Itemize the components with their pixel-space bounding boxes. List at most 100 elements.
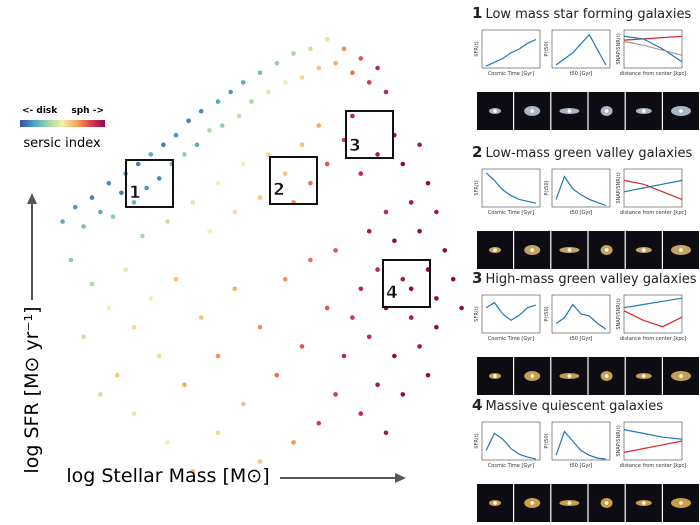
galaxy-point [358, 56, 364, 61]
galaxy-point [194, 142, 200, 148]
galaxy-point [324, 161, 330, 167]
galaxy-point [182, 152, 187, 157]
mini-curve [623, 440, 683, 453]
galaxy-core [604, 374, 609, 378]
galaxy-point [408, 200, 414, 205]
galaxy-point [282, 171, 288, 176]
mini-axes [623, 421, 683, 461]
galaxy-point [408, 286, 414, 292]
galaxy-point [417, 228, 422, 234]
galaxy-point [366, 80, 372, 85]
mini-curve [623, 35, 683, 63]
mini-ylabel: P(t50) [544, 41, 550, 56]
mini-axes [481, 168, 541, 208]
mini-ylabel: SNAP/SNR(t) [616, 425, 622, 456]
galaxy-core [530, 109, 534, 113]
mini-xlabel: t50 [Gyr] [570, 336, 593, 342]
mini-xlabel: t50 [Gyr] [570, 463, 593, 469]
box-label: 2 [273, 180, 285, 200]
galaxy-point [400, 161, 406, 167]
panel-title: 1 Low mass star forming galaxies [472, 4, 691, 22]
panel-title-text: Massive quiescent galaxies [485, 399, 663, 414]
galaxy-point [190, 468, 196, 474]
mini-curve [485, 38, 537, 67]
mini-curve [555, 33, 607, 66]
galaxy-point [299, 142, 305, 148]
galaxy-point [156, 176, 162, 181]
box-label: 4 [386, 283, 398, 303]
galaxy-point [182, 382, 187, 388]
galaxy-core [679, 501, 683, 505]
galaxy-point [123, 267, 128, 272]
galaxy-point [450, 276, 456, 282]
y-axis-label: log SFR [M⊙ yr⁻¹] [21, 306, 43, 473]
galaxy-point [400, 276, 406, 282]
galaxy-point [98, 392, 103, 397]
mini-xlabel: t50 [Gyr] [570, 210, 593, 216]
galaxy-point [324, 305, 330, 311]
colorbar-label: sersic index [23, 136, 101, 151]
galaxy-point [400, 392, 406, 397]
scatter-layer [60, 36, 464, 474]
galaxy-point [266, 89, 271, 95]
galaxy-point [131, 200, 137, 205]
galaxy-point [161, 142, 166, 148]
mini-ylabel: P(t50) [544, 306, 550, 321]
mini-curve [623, 40, 683, 56]
mini-curve [623, 35, 683, 41]
panel-title-text: Low-mass green valley galaxies [485, 146, 692, 161]
galaxy-point [282, 276, 288, 282]
galaxy-point [274, 372, 280, 378]
box-label: 1 [129, 183, 141, 203]
mini-curve [623, 179, 683, 193]
galaxy-point [358, 411, 364, 416]
mini-curve [623, 429, 683, 440]
mini-axes [481, 29, 541, 69]
galaxy-point [383, 89, 389, 95]
galaxy-point [375, 152, 380, 157]
mini-curve [485, 301, 537, 322]
mini-axes [481, 421, 541, 461]
galaxy-point [425, 372, 431, 378]
galaxy-point [173, 132, 179, 138]
galaxy-core [567, 374, 572, 378]
mini-xlabel: distance from center [kpc] [620, 336, 686, 342]
selection-box [345, 110, 394, 159]
galaxy-point [257, 459, 263, 464]
mini-xlabel: Cosmic Time [Gyr] [488, 463, 534, 469]
selection-box [269, 156, 318, 205]
galaxy-point [198, 315, 204, 320]
galaxy-point [106, 305, 112, 311]
galaxy-point [219, 123, 225, 128]
galaxy-point [190, 200, 196, 205]
colorbar-left-label: <- disk [22, 106, 58, 116]
galaxy-point [232, 286, 238, 292]
galaxy-point [207, 228, 212, 234]
galaxy-point [236, 113, 242, 119]
galaxy-point [375, 267, 380, 272]
galaxy-point [68, 257, 74, 263]
galaxy-point [333, 60, 338, 66]
mini-axes [551, 168, 611, 208]
mini-curve [623, 179, 683, 200]
galaxy-point [131, 411, 137, 416]
galaxy-point [148, 152, 154, 157]
mini-curve [485, 432, 537, 460]
galaxy-point [266, 152, 271, 157]
galaxy-core [642, 501, 646, 505]
galaxy-point [282, 80, 288, 85]
mini-curve [623, 297, 683, 309]
mini-axes [551, 421, 611, 461]
galaxy-point [173, 276, 179, 282]
mini-ylabel: P(t50) [544, 433, 550, 448]
mini-xlabel: distance from center [kpc] [620, 463, 686, 469]
galaxy-point [165, 219, 170, 224]
galaxy-core [642, 248, 646, 252]
galaxy-point [135, 161, 141, 167]
galaxy-point [417, 344, 422, 349]
galaxy-core [567, 248, 572, 252]
galaxy-point [408, 315, 414, 320]
galaxy-point [240, 80, 246, 85]
panel-title: 3 High-mass green valley galaxies [472, 269, 697, 287]
